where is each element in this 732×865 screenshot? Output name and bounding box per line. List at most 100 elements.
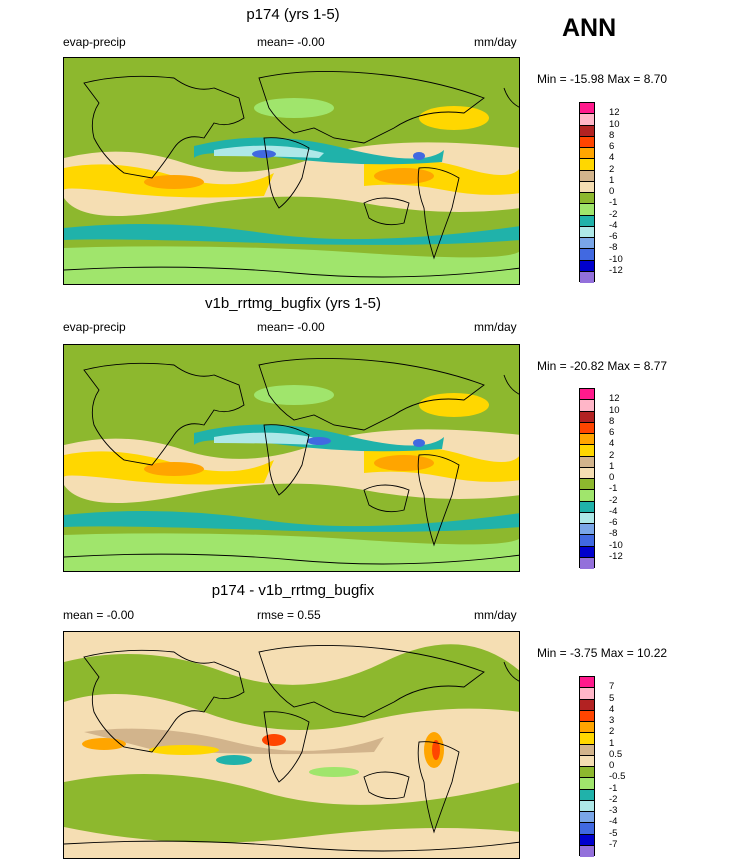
colorbar-tick-label: -10 [609,539,623,551]
panel-1-variable-label: evap-precip [63,35,126,49]
panel-1-colorbar [579,102,595,283]
colorbar-swatch [580,159,594,171]
colorbar-tick-label: -3 [609,805,618,816]
colorbar-swatch [580,800,594,812]
colorbar-swatch [580,535,594,547]
panel-2-mean-label: mean= -0.00 [257,320,325,334]
colorbar-swatch [580,722,594,734]
colorbar-tick-label: -8 [609,528,618,540]
colorbar-swatch [580,181,594,193]
colorbar-tick-label: 2 [609,449,615,461]
season-label: ANN [562,14,617,42]
colorbar-swatch [580,688,594,700]
colorbar-tick-label: -8 [609,242,618,254]
colorbar-swatch [580,845,594,857]
colorbar-swatch [580,479,594,491]
panel-1-mean-label: mean= -0.00 [257,35,325,49]
colorbar-tick-label: -1 [609,197,618,209]
panel-3-map [63,631,520,859]
colorbar-swatch [580,546,594,558]
colorbar-swatch [580,744,594,756]
colorbar-swatch [580,103,594,115]
colorbar-tick-label: -4 [609,816,618,828]
panel-2-minmax-label: Min = -20.82 Max = 8.77 [537,359,668,373]
panel-1-units-label: mm/day [474,35,517,49]
colorbar-tick-label: 1 [609,460,615,472]
panel-2-colorbar [579,388,595,569]
colorbar-tick-label: 12 [609,393,620,405]
colorbar-tick-label: 2 [609,726,615,738]
colorbar-swatch [580,434,594,446]
colorbar-tick-label: -1 [609,483,618,495]
colorbar-swatch [580,271,594,283]
panel-3-mean-label: mean = -0.00 [63,608,135,622]
colorbar-swatch [580,512,594,524]
colorbar-swatch [580,778,594,790]
colorbar-swatch [580,422,594,434]
colorbar-swatch [580,249,594,261]
colorbar-swatch [580,677,594,689]
panel-3-title: p174 - v1b_rrtmg_bugfix [211,582,375,599]
colorbar-tick-label: 0 [609,186,615,197]
panel-1-map [63,57,520,285]
panel-2-map [63,344,520,572]
colorbar-tick-label: 1 [609,174,615,186]
colorbar-swatch [580,260,594,272]
colorbar-tick-label: -2 [609,494,618,506]
colorbar-swatch [580,136,594,148]
colorbar-swatch [580,812,594,824]
colorbar-swatch [580,834,594,846]
colorbar-swatch [580,445,594,457]
colorbar-tick-label: 0 [609,760,615,771]
panel-1-minmax-label: Min = -15.98 Max = 8.70 [537,72,668,86]
colorbar-tick-label: 12 [609,107,620,119]
panel-3-colorbar [579,676,595,857]
colorbar-swatch [580,148,594,160]
colorbar-tick-label: 0.5 [609,748,623,760]
panel-2-variable-label: evap-precip [63,320,126,334]
colorbar-swatch [580,125,594,137]
colorbar-swatch [580,193,594,205]
panel-2-title: v1b_rrtmg_bugfix (yrs 1-5) [205,295,381,312]
colorbar-swatch [580,400,594,412]
colorbar-tick-label: -12 [609,550,623,562]
colorbar-tick-label: 2 [609,163,615,175]
colorbar-tick-label: -2 [609,793,618,805]
colorbar-swatch [580,767,594,779]
colorbar-swatch [580,755,594,767]
colorbar-tick-label: -4 [609,505,618,517]
panel-1-title: p174 (yrs 1-5) [246,6,340,23]
colorbar-tick-label: -5 [609,827,618,839]
colorbar-swatch [580,389,594,401]
colorbar-swatch [580,501,594,513]
colorbar-tick-label: 6 [609,427,615,438]
colorbar-tick-label: -4 [609,219,618,231]
colorbar-tick-label: 7 [609,681,615,693]
colorbar-tick-label: 3 [609,715,615,726]
colorbar-swatch [580,490,594,502]
colorbar-tick-label: 6 [609,141,615,152]
colorbar-swatch [580,170,594,182]
colorbar-tick-label: -0.5 [609,771,626,783]
colorbar-swatch [580,215,594,227]
colorbar-tick-label: -2 [609,208,618,220]
colorbar-swatch [580,733,594,745]
colorbar-tick-label: 4 [609,152,615,164]
colorbar-swatch [580,823,594,835]
colorbar-swatch [580,114,594,126]
colorbar-tick-label: 8 [609,415,615,427]
colorbar-tick-label: -7 [609,838,618,850]
colorbar-swatch [580,710,594,722]
colorbar-tick-label: -1 [609,782,618,794]
colorbar-tick-label: 10 [609,118,620,130]
panel-3-units-label: mm/day [474,608,517,622]
colorbar-tick-label: 4 [609,438,615,450]
colorbar-tick-label: -10 [609,253,623,265]
panel-3-minmax-label: Min = -3.75 Max = 10.22 [537,646,668,660]
colorbar-swatch [580,226,594,238]
colorbar-swatch [580,411,594,423]
colorbar-swatch [580,789,594,801]
colorbar-swatch [580,467,594,479]
colorbar-swatch [580,557,594,569]
colorbar-swatch [580,524,594,536]
